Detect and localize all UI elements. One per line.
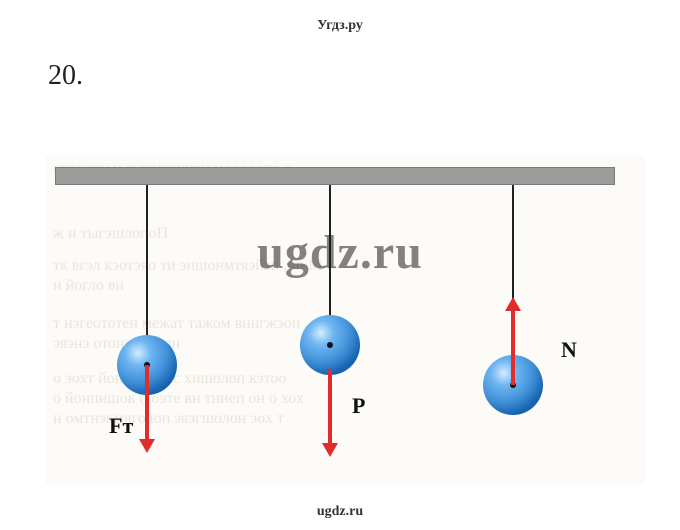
force-arrow-icon (503, 297, 523, 385)
support-beam (55, 167, 615, 185)
force-label: Fт (109, 413, 133, 439)
background-noise-text: тк вгэл кэотэяо ти эншонмтяэйэп ,нп М (53, 257, 637, 275)
page-header: Угдз.ру (0, 18, 680, 34)
center-dot (327, 342, 333, 348)
force-label: N (561, 337, 577, 363)
force-arrow (320, 369, 340, 462)
force-arrow-icon (320, 369, 340, 457)
background-noise-text: н йогло вн (53, 277, 637, 295)
physics-diagram: инэнэчн н кинэшанчэѵ мооооопо ож н тыгэш… (45, 155, 645, 485)
force-arrow-icon (137, 365, 157, 453)
force-arrow (503, 297, 523, 390)
page-footer: ugdz.ru (0, 504, 680, 520)
background-noise-text: ж н тыгэшлопоП (53, 225, 637, 243)
force-label: P (352, 393, 365, 419)
force-arrow (137, 365, 157, 458)
question-number: 20. (48, 60, 83, 92)
